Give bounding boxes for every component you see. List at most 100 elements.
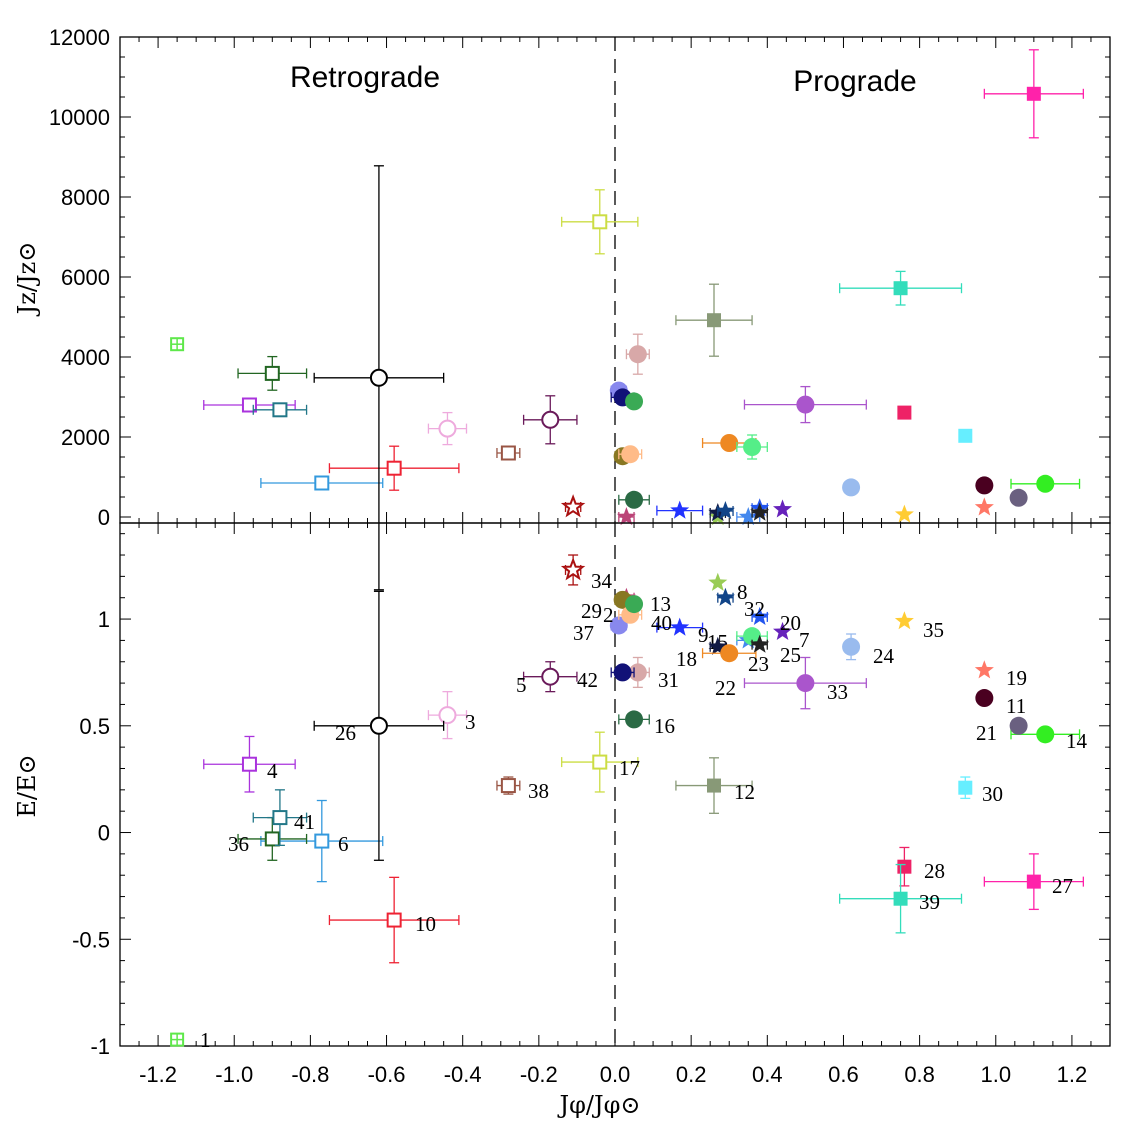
data-point-41 — [252, 402, 308, 418]
data-point-19: 19 — [974, 660, 1027, 690]
data-point-2 — [625, 392, 644, 411]
marker — [628, 345, 647, 364]
point-label: 35 — [923, 618, 944, 642]
data-point-19 — [974, 497, 994, 516]
data-point-28: 28 — [897, 846, 945, 887]
data-point-14 — [1010, 474, 1081, 493]
point-label: 17 — [619, 756, 640, 780]
data-point-12 — [675, 283, 753, 357]
y-tick-label: 10000 — [49, 105, 110, 130]
data-point-25: 25 — [750, 634, 801, 667]
data-point-4: 4 — [203, 735, 296, 793]
point-label: 23 — [748, 652, 769, 676]
point-label: 12 — [734, 780, 755, 804]
marker — [743, 438, 762, 456]
marker — [1026, 86, 1041, 101]
data-point-8: 8 — [708, 572, 748, 604]
marker — [796, 674, 815, 693]
point-label: 13 — [650, 592, 671, 616]
data-point-38 — [496, 445, 521, 461]
data-point-40: 40 — [618, 605, 672, 635]
point-label: 39 — [919, 890, 940, 914]
marker — [541, 410, 560, 429]
x-tick-label: 0.8 — [904, 1062, 935, 1087]
marker — [708, 572, 728, 591]
y-tick-label: 6000 — [61, 265, 110, 290]
marker — [264, 831, 280, 847]
marker — [625, 490, 644, 509]
marker — [592, 754, 608, 770]
marker — [897, 405, 912, 420]
marker — [958, 780, 973, 795]
point-label: 25 — [780, 643, 801, 667]
top-y-axis-label: Jz/Jz⊙ — [13, 242, 41, 318]
point-label: 40 — [651, 611, 672, 635]
data-point-36 — [237, 355, 308, 391]
data-point-39 — [839, 270, 963, 306]
point-label: 41 — [294, 810, 315, 834]
marker — [738, 507, 758, 526]
data-point-33 — [743, 385, 867, 424]
marker — [438, 706, 457, 725]
marker — [750, 606, 770, 625]
y-tick-label: -0.5 — [72, 927, 110, 952]
marker — [438, 419, 457, 438]
data-point-10: 10 — [328, 876, 460, 964]
data-point-3: 3 — [427, 690, 476, 740]
data-point-22: 22 — [701, 644, 757, 700]
point-label: 24 — [873, 644, 895, 668]
data-point-31 — [625, 333, 650, 375]
point-label: 42 — [577, 668, 598, 692]
data-point-13 — [616, 507, 636, 526]
point-label: 9 — [698, 623, 709, 647]
point-label: 32 — [744, 597, 765, 621]
marker — [720, 434, 739, 452]
marker — [893, 281, 908, 296]
marker — [894, 611, 914, 630]
marker — [369, 368, 388, 387]
marker — [272, 810, 288, 826]
y-tick-label: 8000 — [61, 185, 110, 210]
marker — [796, 395, 815, 414]
data-point-24: 24 — [842, 633, 895, 668]
x-axis-label: Jφ/Jφ⊙ — [556, 1091, 640, 1119]
point-label: 37 — [573, 621, 594, 645]
marker — [264, 365, 280, 381]
marker — [842, 478, 861, 497]
data-point-24 — [842, 478, 861, 497]
data-point-12: 12 — [675, 757, 755, 814]
point-label: 22 — [715, 676, 736, 700]
marker — [670, 500, 690, 519]
data-point-27: 27 — [983, 853, 1084, 911]
data-point-32 — [715, 501, 735, 520]
data-point-17 — [561, 189, 639, 255]
marker — [743, 627, 762, 646]
marker — [773, 499, 792, 518]
data-point-40 — [618, 445, 643, 464]
point-label: 7 — [799, 628, 810, 652]
point-label: 8 — [737, 580, 748, 604]
marker — [621, 445, 640, 464]
point-label: 5 — [516, 673, 527, 697]
data-point-6: 6 — [260, 799, 384, 883]
point-label: 1 — [200, 1028, 211, 1052]
point-label: 38 — [528, 779, 549, 803]
marker — [541, 667, 560, 686]
data-point-37: 37 — [573, 616, 628, 645]
point-label: 4 — [267, 759, 278, 783]
point-label: 27 — [1052, 874, 1073, 898]
y-tick-label: 2000 — [61, 425, 110, 450]
marker — [386, 460, 402, 476]
marker — [625, 710, 644, 729]
marker — [560, 557, 586, 581]
marker — [616, 507, 636, 526]
point-label: 6 — [338, 832, 349, 856]
retrograde-label: Retrograde — [290, 61, 440, 94]
point-label: 33 — [827, 680, 848, 704]
marker — [974, 497, 994, 516]
data-point-35: 35 — [894, 611, 944, 642]
marker — [708, 636, 728, 655]
marker — [592, 214, 608, 230]
data-point-38: 38 — [496, 776, 549, 803]
